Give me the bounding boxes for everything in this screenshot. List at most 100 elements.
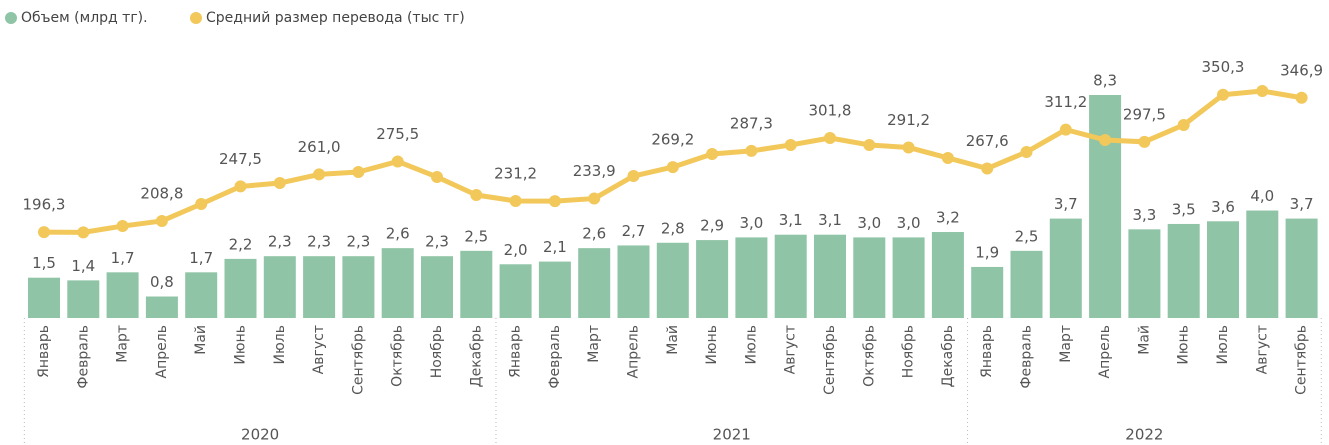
x-tick-label: Январь — [508, 325, 524, 378]
bar — [67, 280, 100, 318]
legend-label: Средний размер перевода (тыс тг) — [206, 10, 465, 26]
data-label: 1,7 — [111, 249, 135, 267]
data-label: 208,8 — [140, 184, 183, 202]
line-point — [941, 151, 954, 164]
bar — [1167, 223, 1200, 318]
data-label: 275,5 — [376, 125, 419, 143]
line-point — [470, 188, 483, 201]
line-point — [1217, 88, 1229, 101]
x-tick-label: Май — [1136, 325, 1152, 355]
line-point — [1099, 133, 1112, 146]
bar — [106, 272, 139, 318]
x-tick-label: Октябрь — [861, 325, 877, 387]
bar — [735, 237, 768, 318]
data-label: 3,7 — [1054, 195, 1078, 213]
legend-label: Объем (млрд тг). — [21, 10, 148, 26]
data-label: 2,3 — [346, 233, 370, 251]
data-label: 2,1 — [543, 238, 567, 256]
bar — [892, 237, 925, 318]
bar — [303, 256, 336, 318]
bar — [1089, 95, 1122, 318]
data-label: 1,9 — [975, 243, 999, 261]
data-label: 2,0 — [504, 241, 528, 259]
line-point — [1177, 118, 1190, 131]
data-label: 2,3 — [425, 233, 449, 251]
x-tick-label: Сентябрь — [1294, 325, 1310, 395]
data-label: 3,2 — [936, 209, 960, 227]
bar — [381, 248, 414, 318]
line-point — [273, 177, 286, 190]
bar — [145, 296, 178, 318]
line-point — [824, 131, 836, 144]
data-label: 231,2 — [494, 164, 537, 182]
data-label: 8,3 — [1093, 72, 1117, 90]
line-point — [863, 138, 876, 151]
x-tick-label: Декабрь — [940, 325, 956, 387]
group-label: 2022 — [1125, 426, 1163, 444]
bar — [342, 256, 375, 318]
x-tick-label: Ноябрь — [901, 325, 917, 378]
data-label: 311,2 — [1044, 93, 1087, 111]
line-point — [902, 141, 915, 154]
group-label: 2021 — [713, 426, 751, 444]
legend: Объем (млрд тг). Средний размер перевода… — [5, 10, 465, 26]
data-label: 3,1 — [779, 211, 803, 229]
x-tick-label: Март — [1058, 325, 1074, 363]
data-label: 2,9 — [700, 217, 724, 235]
line-point — [548, 195, 561, 208]
x-tick-label: Июль — [1215, 325, 1231, 364]
data-label: 2,3 — [307, 233, 331, 251]
bar — [1128, 229, 1161, 318]
line-point — [706, 147, 719, 160]
data-label: 3,7 — [1290, 195, 1314, 213]
line-point — [627, 169, 640, 182]
bar — [538, 261, 571, 318]
x-tick-label: Январь — [979, 325, 995, 378]
data-label: 2,7 — [622, 222, 646, 240]
bar — [460, 250, 493, 318]
data-label: 1,5 — [32, 254, 56, 272]
data-label: 4,0 — [1250, 187, 1274, 205]
data-label: 297,5 — [1123, 105, 1166, 123]
data-label: 350,3 — [1202, 58, 1245, 76]
x-tick-label: Сентябрь — [822, 325, 838, 395]
bar — [774, 234, 807, 318]
bar — [28, 277, 60, 318]
line-point — [588, 192, 601, 205]
data-label: 301,8 — [809, 101, 852, 119]
data-label: 0,8 — [150, 273, 174, 291]
bar — [656, 242, 689, 318]
x-tick-label: Июль — [272, 325, 288, 364]
bar — [1285, 218, 1318, 318]
data-label: 2,5 — [1015, 227, 1039, 245]
bar — [263, 256, 296, 318]
line-point — [234, 180, 247, 193]
data-label: 3,0 — [739, 214, 763, 232]
legend-swatch — [190, 12, 202, 24]
line-point — [77, 226, 90, 239]
line-point — [431, 170, 443, 183]
bar — [814, 234, 846, 318]
bar — [1049, 218, 1082, 318]
data-label: 287,3 — [730, 114, 773, 132]
line-point — [784, 138, 797, 151]
line-point — [155, 214, 168, 227]
line-point — [1138, 135, 1151, 148]
x-tick-label: Июль — [743, 325, 759, 364]
line-point — [391, 155, 404, 168]
line-point — [38, 226, 50, 239]
data-label: 2,2 — [229, 235, 253, 253]
legend-swatch — [5, 12, 17, 24]
data-label: 196,3 — [23, 196, 66, 214]
line-point — [1256, 84, 1269, 97]
data-label: 346,9 — [1280, 61, 1323, 79]
bar — [1010, 250, 1043, 318]
data-label: 267,6 — [966, 132, 1009, 150]
x-tick-label: Июнь — [233, 325, 249, 365]
x-tick-label: Май — [665, 325, 681, 355]
x-tick-label: Апрель — [626, 325, 642, 378]
line-point — [116, 220, 129, 233]
line-point — [352, 165, 365, 178]
data-label: 2,3 — [268, 233, 292, 251]
